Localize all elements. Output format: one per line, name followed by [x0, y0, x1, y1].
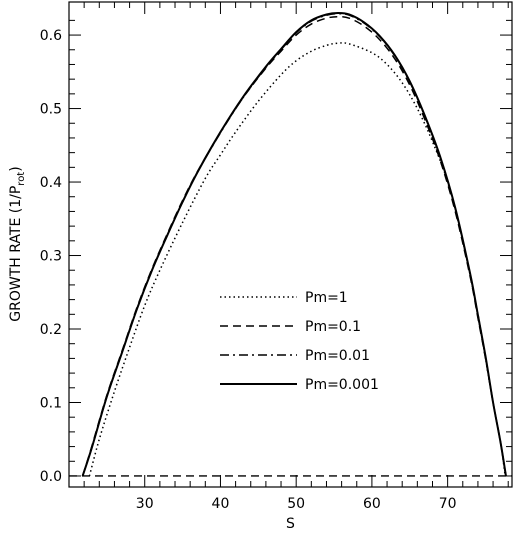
legend-label: Pm=0.1: [305, 319, 361, 335]
x-tick-label: 40: [212, 496, 230, 512]
y-tick-label: 0.3: [40, 249, 62, 265]
legend: Pm=1 Pm=0.1 Pm=0.01 Pm=0.001: [220, 290, 379, 393]
series-line-pm-0-1: [81, 15, 507, 477]
series-line-pm-1: [88, 42, 506, 477]
y-tick-label: 0.5: [40, 102, 62, 118]
y-tick-label: 0.4: [40, 175, 62, 191]
x-tick-label: 60: [363, 496, 381, 512]
y-axis-label-main: GROWTH RATE (1/P: [8, 186, 24, 322]
legend-label: Pm=0.001: [305, 377, 379, 393]
y-tick-label: 0.1: [40, 395, 62, 411]
axis-ticks: [69, 2, 512, 487]
series-line-pm-0-01: [81, 13, 507, 477]
y-axis-label: GROWTH RATE (1/Prot): [8, 166, 27, 321]
tick-labels: 30 40 50 60 70 0.0 0.1 0.2 0.3 0.4 0.5 0.6: [40, 28, 457, 512]
y-axis-label-close: ): [8, 166, 24, 171]
x-tick-label: 30: [136, 496, 154, 512]
y-tick-label: 0.0: [40, 469, 62, 485]
legend-label: Pm=1: [305, 290, 348, 306]
y-tick-label: 0.2: [40, 322, 62, 338]
x-tick-label: 70: [439, 496, 457, 512]
y-axis-label-subscript: rot: [16, 172, 27, 186]
legend-label: Pm=0.01: [305, 348, 370, 364]
y-tick-label: 0.6: [40, 28, 62, 44]
series-line-pm-0-001: [81, 12, 507, 477]
x-tick-label: 50: [287, 496, 305, 512]
plot-frame: [68, 1, 513, 488]
x-axis-label: S: [286, 516, 295, 532]
series-curves: [69, 12, 512, 477]
